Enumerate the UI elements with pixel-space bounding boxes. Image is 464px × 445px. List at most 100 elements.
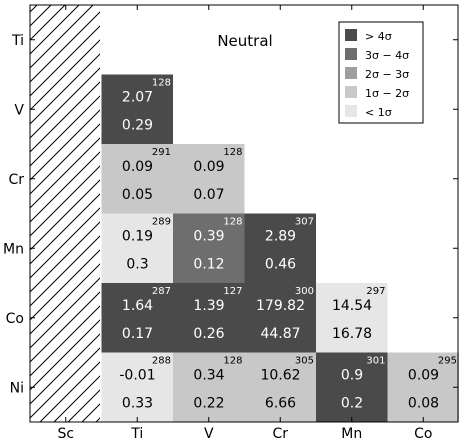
cell-rect	[244, 283, 316, 353]
cell-rect	[387, 352, 459, 422]
cell-rect	[101, 352, 173, 422]
heatmap-cell: 179.82 44.87 300	[244, 283, 316, 353]
x-tick-label: Ti	[130, 426, 143, 442]
y-tick-label: Co	[6, 311, 24, 327]
legend-swatch	[345, 105, 357, 117]
cell-rect	[101, 213, 173, 283]
heatmap-cell: 0.09 0.08 295	[387, 352, 459, 422]
heatmap-cell: 14.54 16.78 297	[316, 283, 388, 353]
cell-count: 128	[223, 147, 242, 158]
legend-label: < 1σ	[365, 106, 392, 119]
cell-value-top: 1.39	[193, 298, 224, 314]
cell-value-top: 0.19	[122, 229, 153, 245]
legend-swatch	[345, 29, 357, 41]
heatmap-cell: 10.62 6.66 305	[244, 352, 316, 422]
cell-rect	[101, 144, 173, 214]
cell-value-bottom: 0.17	[122, 326, 153, 342]
heatmap-cell: 0.39 0.12 128	[173, 213, 245, 283]
cell-rect	[173, 213, 245, 283]
x-tick-label: Co	[414, 426, 432, 442]
cell-value-top: 0.39	[193, 229, 224, 245]
legend-swatch	[345, 86, 357, 98]
cell-count: 289	[152, 217, 171, 228]
cell-value-top: 0.34	[193, 368, 224, 384]
cell-value-bottom: 0.33	[122, 396, 153, 412]
cell-value-top: 0.09	[122, 159, 153, 175]
cell-rect	[173, 144, 245, 214]
cell-count: 128	[223, 217, 242, 228]
cell-rect	[101, 283, 173, 353]
cell-rect	[316, 352, 388, 422]
cell-count: 295	[438, 356, 457, 367]
x-tick-label: V	[204, 426, 214, 442]
cell-value-bottom: 44.87	[260, 326, 300, 342]
heatmap-cell: 2.07 0.29 128	[101, 74, 173, 144]
y-tick-label: Ni	[10, 380, 24, 396]
y-tick-label: V	[14, 102, 24, 118]
heatmap-cell: 1.64 0.17 287	[101, 283, 173, 353]
legend-swatch	[345, 48, 357, 60]
cell-value-bottom: 0.46	[265, 257, 296, 273]
cell-value-top: 2.89	[265, 229, 296, 245]
cell-value-bottom: 0.12	[193, 257, 224, 273]
cell-value-bottom: 0.05	[122, 187, 153, 203]
cell-rect	[244, 213, 316, 283]
cell-value-bottom: 0.07	[193, 187, 224, 203]
heatmap-cell: -0.01 0.33 288	[101, 352, 173, 422]
cell-rect	[244, 352, 316, 422]
cell-count: 291	[152, 147, 171, 158]
cells-layer: 2.070.291280.090.052910.090.071280.190.3…	[101, 74, 459, 422]
legend: > 4σ 3σ − 4σ 2σ − 3σ 1σ − 2σ < 1σ	[338, 21, 424, 124]
cell-count: 287	[152, 286, 171, 297]
plot-frame	[29, 4, 459, 423]
heatmap-cell: 0.34 0.22 128	[173, 352, 245, 422]
heatmap-cell: 0.09 0.07 128	[173, 144, 245, 214]
legend-label: 2σ − 3σ	[365, 68, 409, 81]
legend-label: 3σ − 4σ	[365, 49, 409, 62]
cell-value-bottom: 0.2	[341, 396, 363, 412]
y-tick-label: Ti	[11, 33, 24, 49]
heatmap-cell: 1.39 0.26 127	[173, 283, 245, 353]
cell-value-bottom: 6.66	[265, 396, 296, 412]
cell-value-bottom: 0.3	[126, 257, 148, 273]
cell-value-top: 0.9	[341, 368, 363, 384]
cell-value-top: 10.62	[260, 368, 300, 384]
heatmap-cell: 0.09 0.05 291	[101, 144, 173, 214]
chart-title: Neutral	[217, 32, 272, 50]
legend-swatch	[345, 67, 357, 79]
x-tick-label: Cr	[272, 426, 288, 442]
cell-value-bottom: 0.22	[193, 396, 224, 412]
cell-count: 297	[366, 286, 385, 297]
legend-label: > 4σ	[365, 30, 392, 43]
cell-rect	[316, 283, 388, 353]
cell-value-bottom: 16.78	[332, 326, 372, 342]
cell-value-top: 2.07	[122, 90, 153, 106]
hatched-sc-column	[30, 5, 100, 422]
cell-rect	[173, 283, 245, 353]
cell-count: 128	[223, 356, 242, 367]
cell-value-top: 1.64	[122, 298, 153, 314]
cell-value-bottom: 0.08	[408, 396, 439, 412]
cell-rect	[173, 352, 245, 422]
cell-rect	[101, 74, 173, 144]
cell-count: 305	[295, 356, 314, 367]
cell-value-bottom: 0.29	[122, 118, 153, 134]
ticks-layer: Sc Ti V Cr Mn Co Ti V Cr Mn Co Ni	[3, 5, 458, 442]
cell-count: 307	[295, 217, 314, 228]
x-tick-label: Sc	[57, 426, 74, 442]
cell-value-bottom: 0.26	[193, 326, 224, 342]
cell-value-top: -0.01	[119, 368, 155, 384]
cell-count: 127	[223, 286, 242, 297]
y-tick-label: Mn	[3, 241, 24, 257]
cell-count: 300	[295, 286, 314, 297]
cell-count: 301	[366, 356, 385, 367]
y-tick-label: Cr	[8, 172, 24, 188]
cell-value-top: 179.82	[256, 298, 305, 314]
cell-value-top: 0.09	[408, 368, 439, 384]
cell-value-top: 14.54	[332, 298, 372, 314]
heatmap-cell: 0.19 0.3 289	[101, 213, 173, 283]
cell-count: 128	[152, 78, 171, 89]
cell-value-top: 0.09	[193, 159, 224, 175]
legend-label: 1σ − 2σ	[365, 87, 409, 100]
